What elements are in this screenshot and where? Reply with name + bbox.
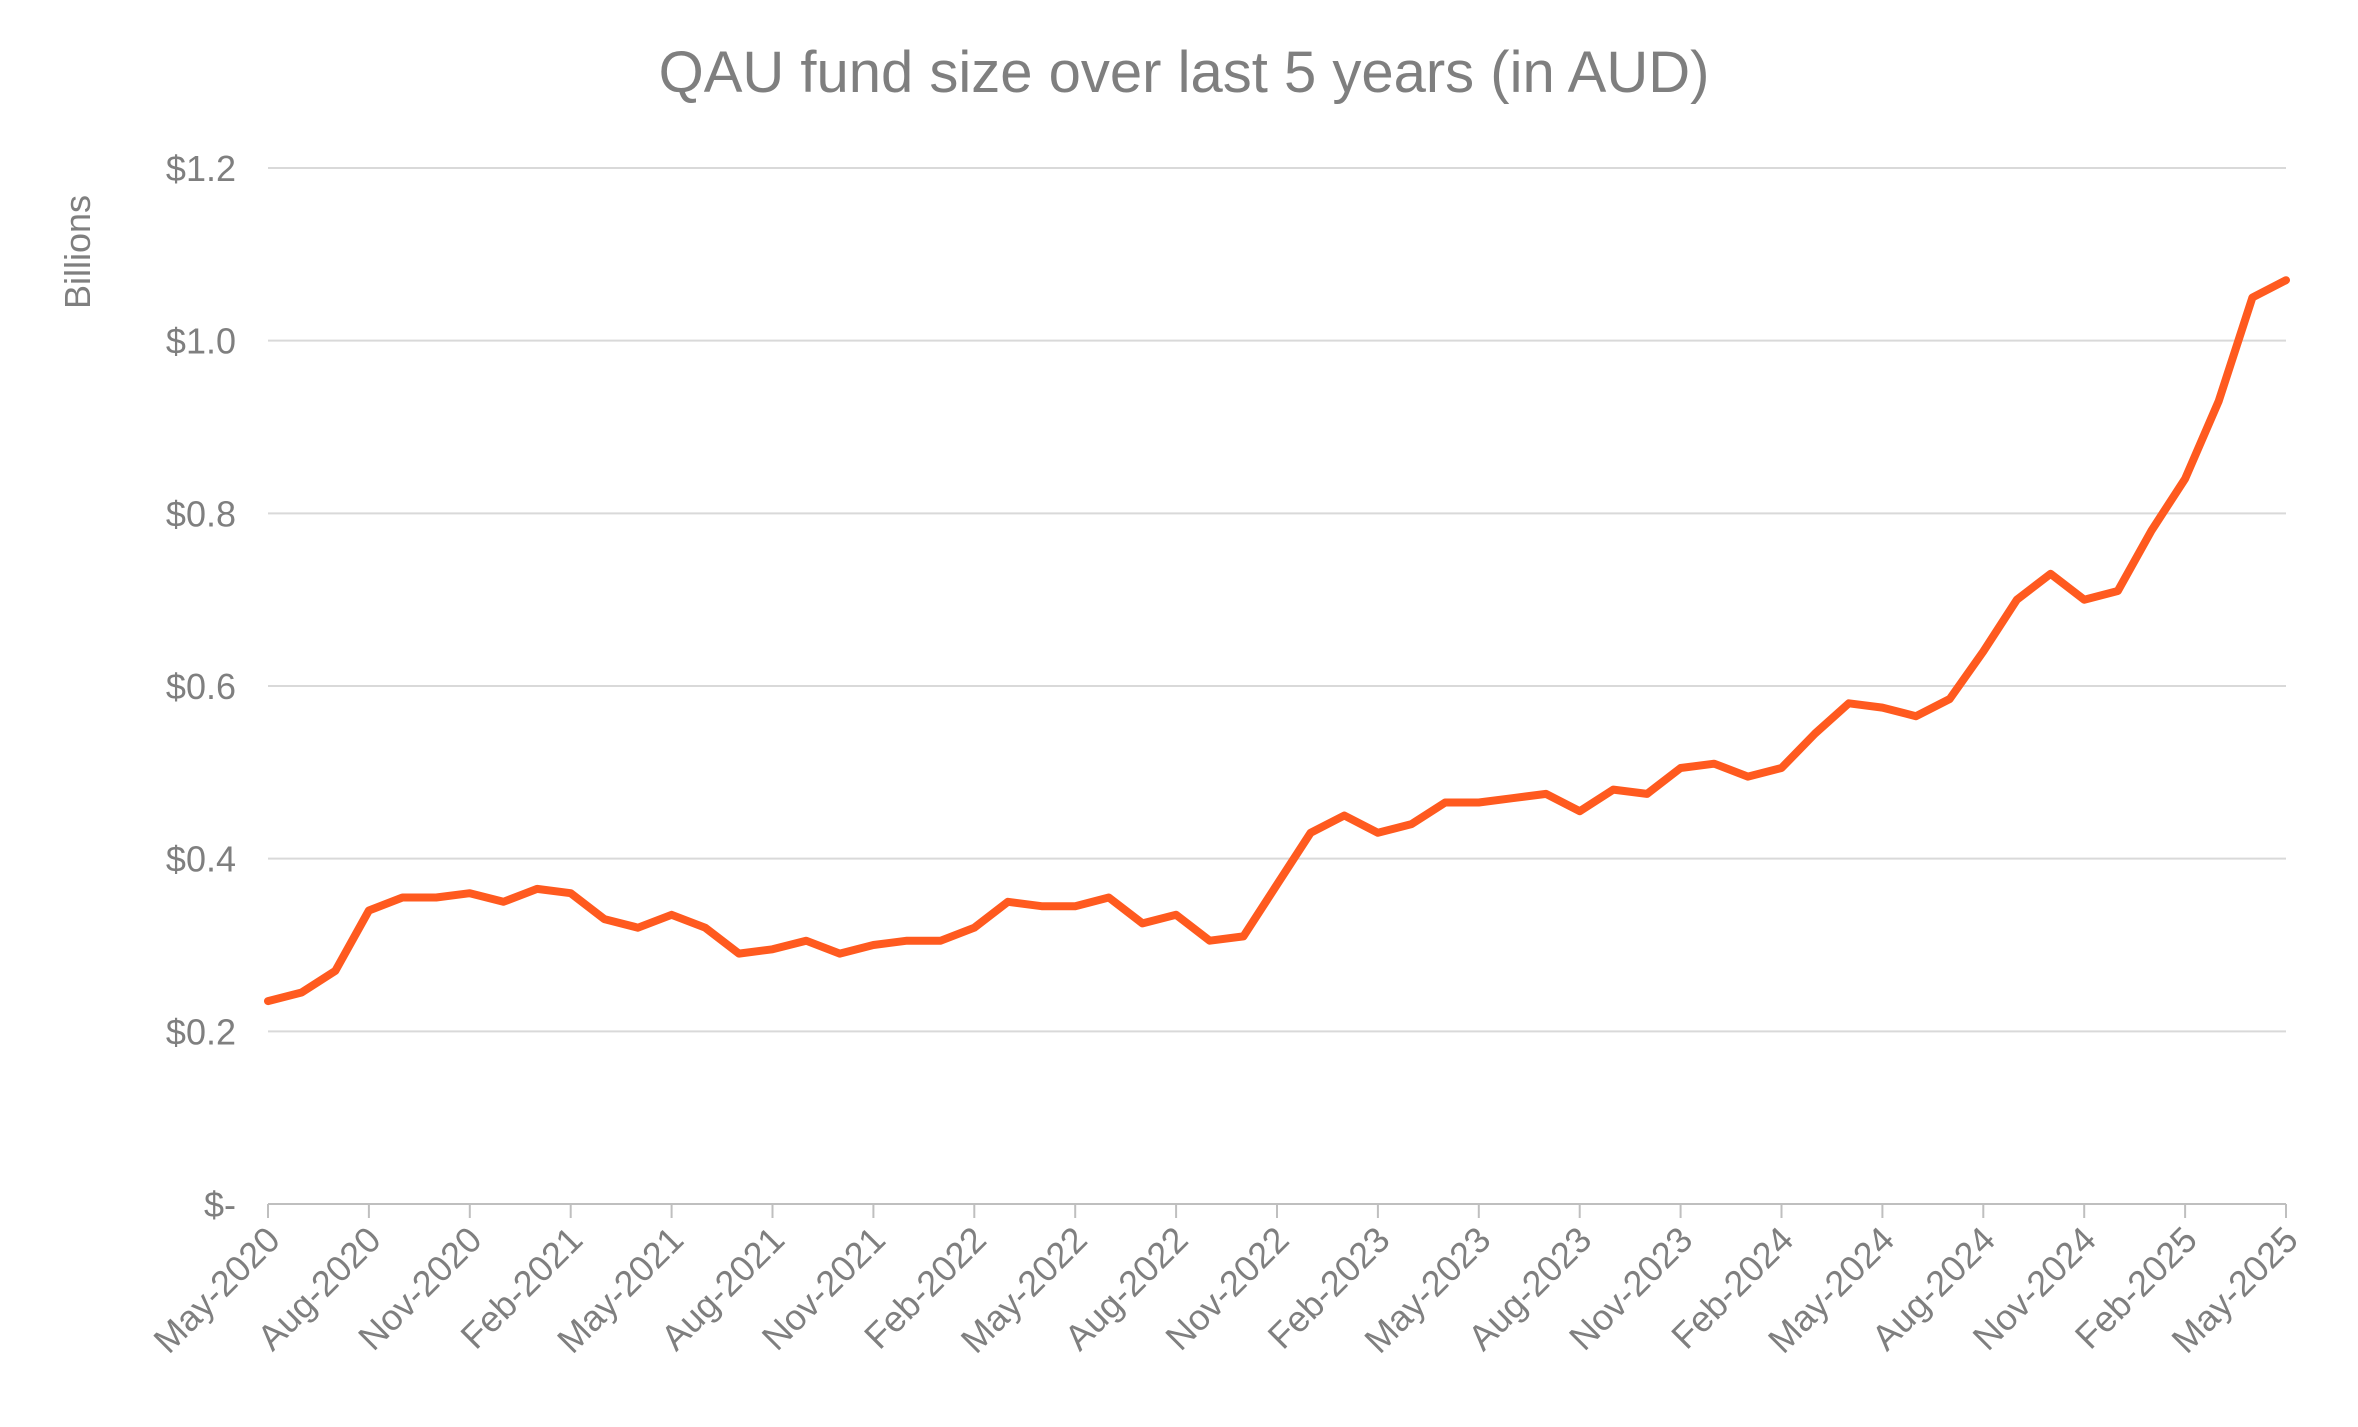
y-tick-label: $1.0: [166, 321, 236, 362]
y-tick-label: $-: [204, 1184, 236, 1225]
series-group: [264, 276, 2290, 1006]
y-tick-label: $0.2: [166, 1011, 236, 1052]
y-tick-label: $1.2: [166, 148, 236, 189]
gridlines: [268, 167, 2286, 1033]
series-line: [264, 276, 2290, 1006]
y-axis-label: Billions: [57, 195, 98, 309]
y-tick-label: $0.4: [166, 839, 236, 880]
chart-title: QAU fund size over last 5 years (in AUD): [659, 40, 1710, 105]
x-axis-ticks: May-2020Aug-2020Nov-2020Feb-2021May-2021…: [145, 1204, 2306, 1361]
y-axis-ticks: $- $0.2 $0.4 $0.6 $0.8 $1.0 $1.2: [166, 148, 236, 1225]
y-tick-label: $0.6: [166, 666, 236, 707]
y-tick-label: $0.8: [166, 493, 236, 534]
